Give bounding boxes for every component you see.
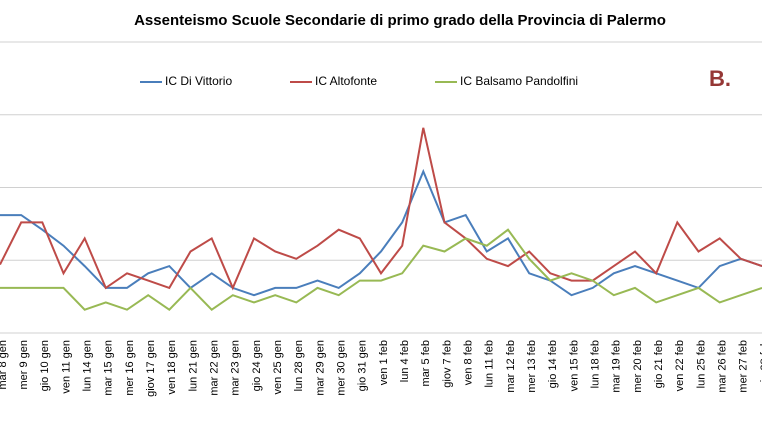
x-tick-label: mar 5 feb (420, 340, 432, 386)
x-tick-label: mar 29 gen (314, 340, 326, 396)
x-tick-label: gio 31 gen (357, 340, 369, 391)
x-tick-label: giov 17 gen (145, 340, 157, 397)
x-tick-label: lun 25 feb (695, 340, 707, 388)
x-tick-label: lun 14 gen (82, 340, 94, 391)
x-tick-label: gio 24 gen (251, 340, 263, 391)
x-tick-label: ven 1 feb (378, 340, 390, 385)
series-line (0, 228, 762, 312)
x-tick-label: lun 11 feb (484, 340, 496, 388)
x-tick-label: mar 19 feb (611, 340, 623, 393)
x-tick-label: mer 20 feb (632, 340, 644, 393)
annotation: B. (709, 66, 731, 91)
x-tick-label: gio 21 feb (653, 340, 665, 388)
x-tick-label: mar 23 gen (230, 340, 242, 396)
x-tick-label: gio 28 feb (759, 340, 762, 388)
x-tick-label: ven 22 feb (674, 340, 686, 391)
legend-label: IC Balsamo Pandolfini (460, 74, 578, 88)
x-tick-label: lun 4 feb (399, 340, 411, 382)
chart-title: Assenteismo Scuole Secondarie di primo g… (134, 12, 666, 29)
x-tick-label: giov 7 feb (441, 340, 453, 388)
legend-label: IC Di Vittorio (165, 74, 232, 88)
x-tick-label: ven 25 gen (272, 340, 284, 394)
x-tick-label: gio 14 feb (547, 340, 559, 388)
x-tick-label: mar 22 gen (209, 340, 221, 396)
series-line (0, 168, 762, 297)
series-line (0, 127, 762, 291)
x-tick-label: mer 30 gen (336, 340, 348, 396)
x-tick-label: mar 8 gen (0, 340, 9, 390)
x-tick-label: mer 27 feb (738, 340, 750, 393)
x-tick-label: ven 11 gen (60, 340, 72, 394)
x-tick-label: gio 10 gen (39, 340, 51, 391)
x-tick-label: mer 13 feb (526, 340, 538, 393)
x-tick-label: ven 15 feb (568, 340, 580, 391)
x-tick-label: mar 15 gen (103, 340, 115, 396)
x-tick-label: mar 12 feb (505, 340, 517, 393)
x-tick-label: ven 18 gen (166, 340, 178, 394)
legend-label: IC Altofonte (315, 74, 377, 88)
x-tick-label: lun 18 feb (590, 340, 602, 388)
x-tick-label: mer 16 gen (124, 340, 136, 396)
x-tick-label: ven 8 feb (463, 340, 475, 385)
x-tick-label: mer 9 gen (18, 340, 30, 390)
x-tick-label: lun 21 gen (187, 340, 199, 391)
x-tick-label: lun 28 gen (293, 340, 305, 391)
x-tick-label: mar 26 feb (717, 340, 729, 393)
